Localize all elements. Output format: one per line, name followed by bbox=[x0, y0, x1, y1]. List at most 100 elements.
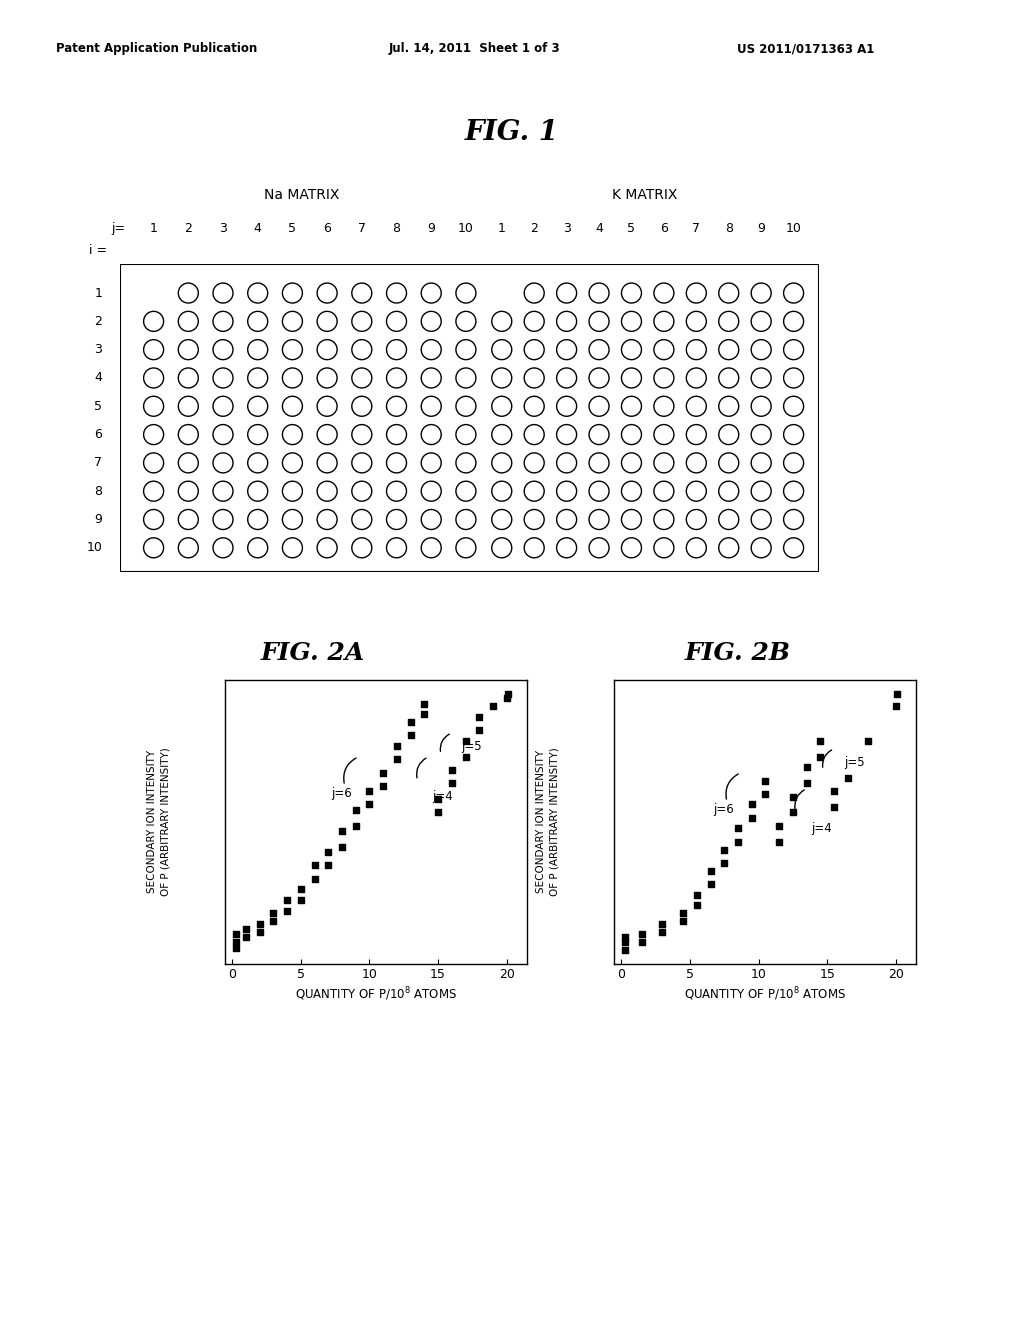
Point bbox=[771, 816, 787, 837]
Text: j=4: j=4 bbox=[432, 789, 454, 803]
Ellipse shape bbox=[178, 282, 199, 304]
Ellipse shape bbox=[492, 425, 512, 445]
Ellipse shape bbox=[524, 425, 544, 445]
Ellipse shape bbox=[456, 425, 476, 445]
Ellipse shape bbox=[283, 282, 302, 304]
Point bbox=[654, 921, 671, 942]
Ellipse shape bbox=[783, 368, 804, 388]
FancyBboxPatch shape bbox=[120, 264, 819, 572]
Point bbox=[265, 911, 282, 932]
Ellipse shape bbox=[783, 537, 804, 558]
Ellipse shape bbox=[421, 453, 441, 473]
Ellipse shape bbox=[622, 482, 641, 502]
Ellipse shape bbox=[178, 339, 199, 359]
Point bbox=[784, 801, 801, 822]
Ellipse shape bbox=[622, 425, 641, 445]
Text: j=6: j=6 bbox=[331, 787, 352, 800]
Ellipse shape bbox=[143, 510, 164, 529]
Ellipse shape bbox=[213, 453, 233, 473]
Ellipse shape bbox=[248, 368, 267, 388]
Ellipse shape bbox=[557, 339, 577, 359]
Text: 10: 10 bbox=[458, 222, 474, 235]
Ellipse shape bbox=[283, 425, 302, 445]
Text: 5: 5 bbox=[628, 222, 636, 235]
Ellipse shape bbox=[386, 425, 407, 445]
Text: Na MATRIX: Na MATRIX bbox=[264, 189, 340, 202]
Point bbox=[730, 832, 746, 853]
Ellipse shape bbox=[213, 537, 233, 558]
Text: 9: 9 bbox=[94, 513, 102, 525]
Ellipse shape bbox=[456, 339, 476, 359]
Ellipse shape bbox=[386, 339, 407, 359]
Ellipse shape bbox=[456, 510, 476, 529]
Point bbox=[888, 696, 904, 717]
Ellipse shape bbox=[654, 453, 674, 473]
Ellipse shape bbox=[386, 510, 407, 529]
Point bbox=[293, 890, 309, 911]
Point bbox=[634, 924, 650, 945]
Ellipse shape bbox=[524, 312, 544, 331]
Ellipse shape bbox=[524, 482, 544, 502]
Ellipse shape bbox=[283, 453, 302, 473]
Ellipse shape bbox=[783, 396, 804, 416]
Ellipse shape bbox=[283, 312, 302, 331]
Ellipse shape bbox=[654, 339, 674, 359]
Ellipse shape bbox=[524, 537, 544, 558]
Point bbox=[347, 816, 364, 837]
Ellipse shape bbox=[352, 453, 372, 473]
Point bbox=[771, 832, 787, 853]
Ellipse shape bbox=[524, 510, 544, 529]
Text: 6: 6 bbox=[324, 222, 331, 235]
Point bbox=[443, 772, 460, 793]
Point bbox=[458, 746, 474, 767]
Ellipse shape bbox=[143, 425, 164, 445]
Ellipse shape bbox=[686, 482, 707, 502]
Point bbox=[826, 796, 843, 817]
Ellipse shape bbox=[283, 339, 302, 359]
Point bbox=[617, 940, 634, 961]
Ellipse shape bbox=[557, 482, 577, 502]
Ellipse shape bbox=[752, 482, 771, 502]
Text: 3: 3 bbox=[94, 343, 102, 356]
Point bbox=[500, 684, 516, 705]
Point bbox=[238, 919, 254, 940]
Text: 8: 8 bbox=[94, 484, 102, 498]
Ellipse shape bbox=[719, 510, 738, 529]
Ellipse shape bbox=[421, 425, 441, 445]
Point bbox=[306, 855, 323, 876]
Ellipse shape bbox=[589, 368, 609, 388]
Ellipse shape bbox=[686, 425, 707, 445]
Ellipse shape bbox=[178, 510, 199, 529]
Text: 5: 5 bbox=[289, 222, 296, 235]
Ellipse shape bbox=[456, 453, 476, 473]
Ellipse shape bbox=[719, 312, 738, 331]
Point bbox=[743, 807, 760, 828]
Point bbox=[361, 780, 378, 801]
Ellipse shape bbox=[654, 312, 674, 331]
Ellipse shape bbox=[386, 482, 407, 502]
Text: FIG. 2B: FIG. 2B bbox=[684, 642, 791, 665]
Ellipse shape bbox=[248, 339, 267, 359]
Ellipse shape bbox=[352, 312, 372, 331]
Point bbox=[617, 932, 634, 953]
Point bbox=[402, 725, 419, 746]
Point bbox=[758, 783, 774, 804]
Ellipse shape bbox=[719, 425, 738, 445]
Ellipse shape bbox=[213, 368, 233, 388]
Ellipse shape bbox=[143, 482, 164, 502]
Ellipse shape bbox=[352, 339, 372, 359]
Ellipse shape bbox=[248, 312, 267, 331]
Ellipse shape bbox=[622, 282, 641, 304]
Ellipse shape bbox=[386, 312, 407, 331]
Ellipse shape bbox=[622, 396, 641, 416]
Ellipse shape bbox=[752, 368, 771, 388]
Ellipse shape bbox=[524, 339, 544, 359]
Ellipse shape bbox=[248, 482, 267, 502]
Ellipse shape bbox=[719, 282, 738, 304]
Point bbox=[889, 684, 905, 705]
Ellipse shape bbox=[317, 396, 337, 416]
Ellipse shape bbox=[178, 312, 199, 331]
Point bbox=[743, 793, 760, 814]
Text: 2: 2 bbox=[184, 222, 193, 235]
Ellipse shape bbox=[557, 396, 577, 416]
